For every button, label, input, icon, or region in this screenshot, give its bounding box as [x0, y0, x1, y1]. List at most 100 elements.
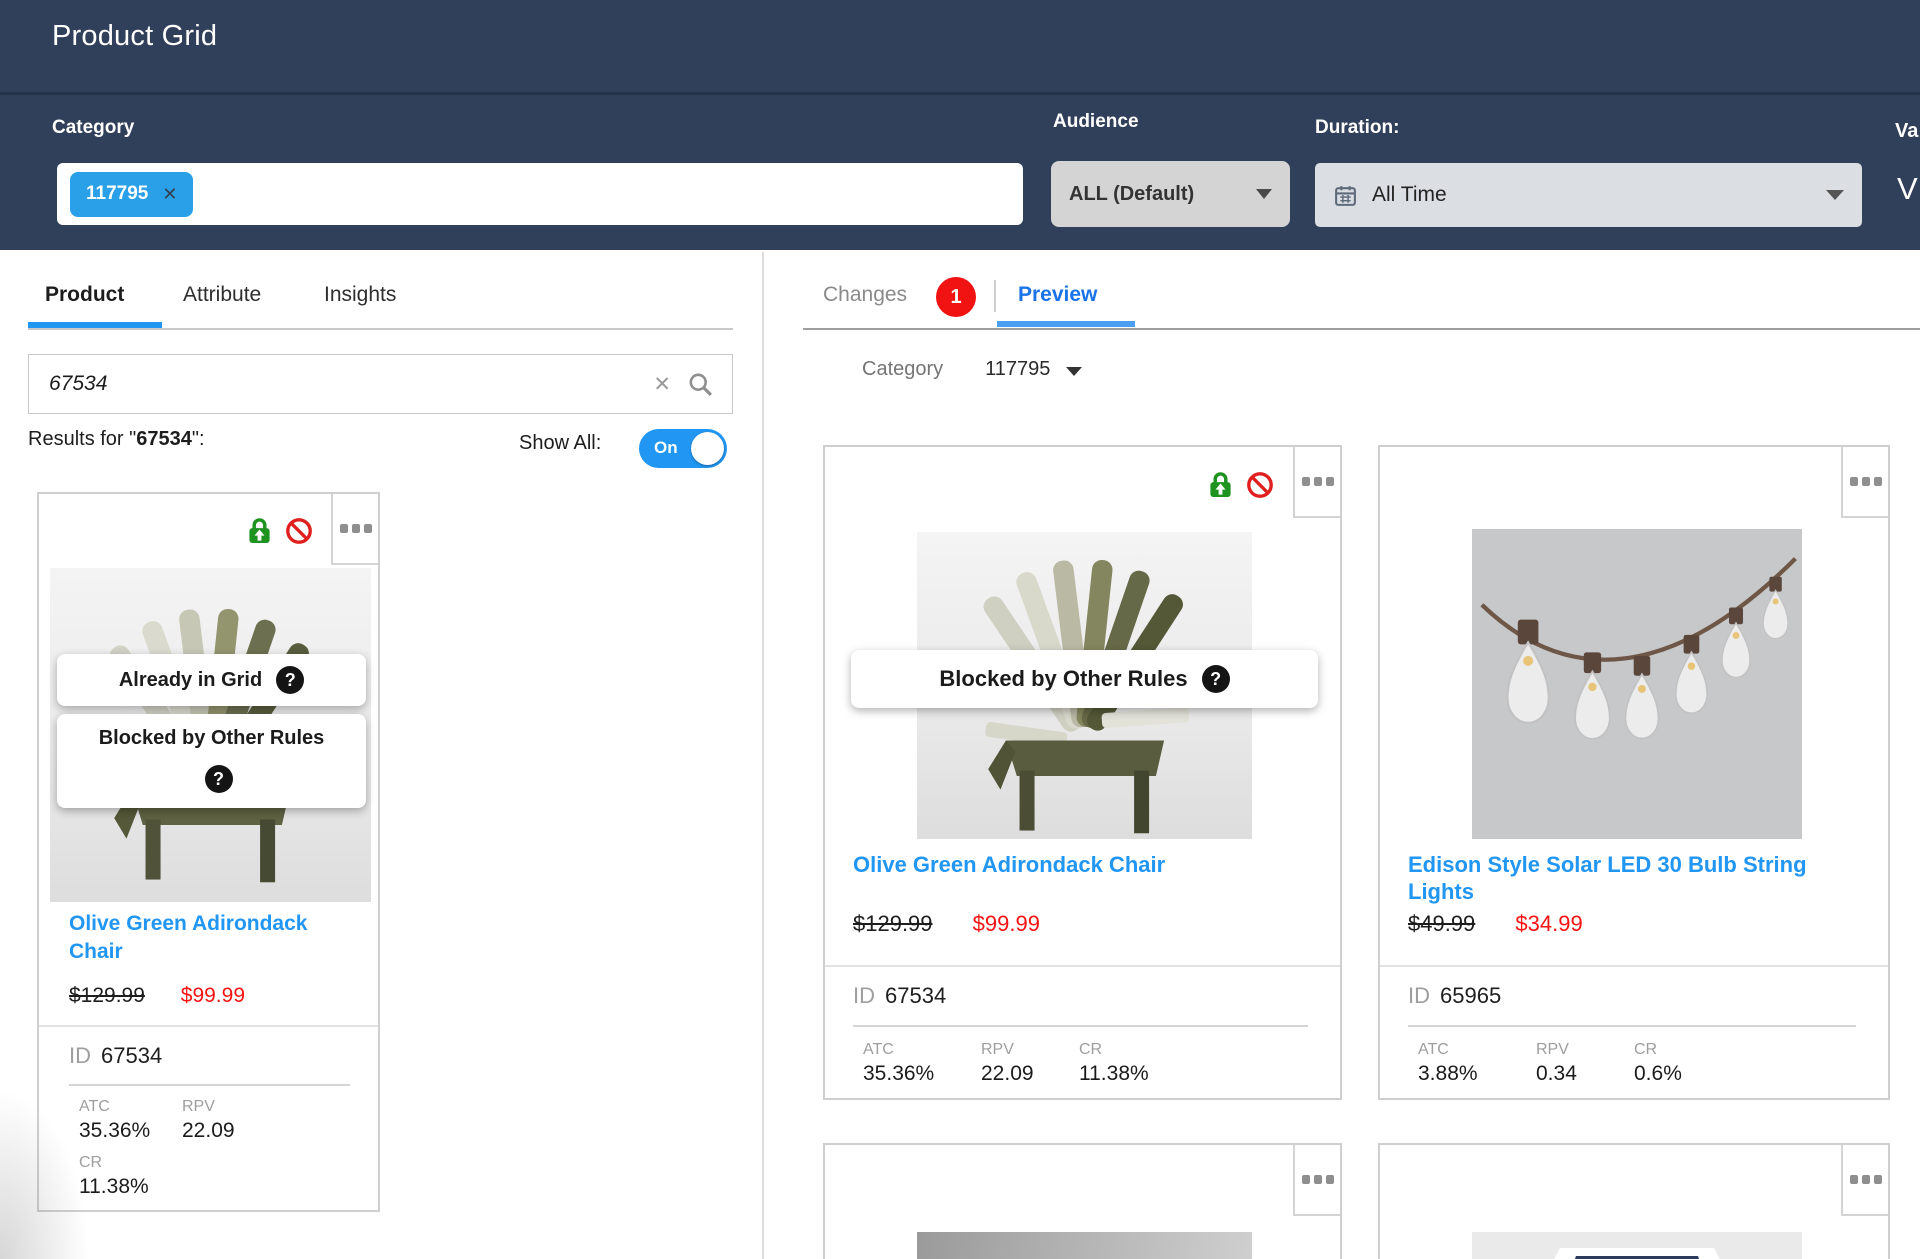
id-label: ID — [69, 1043, 91, 1068]
tab-changes[interactable]: Changes — [823, 283, 908, 306]
preview-category-value: 117795 — [985, 358, 1051, 380]
category-filter-label: Category — [52, 117, 135, 138]
card-menu-button[interactable] — [331, 494, 378, 565]
product-id-row: ID 67534 — [853, 983, 946, 1009]
stat-label: RPV — [981, 1041, 1014, 1058]
card-menu-button[interactable] — [1841, 1145, 1888, 1216]
stat-rpv: RPV 0.34 — [1536, 1041, 1577, 1086]
locked-icon[interactable] — [1208, 470, 1233, 499]
search-icon[interactable] — [687, 371, 714, 398]
stat-label: ATC — [863, 1041, 894, 1058]
audience-select[interactable]: ALL (Default) — [1051, 161, 1290, 227]
product-title-link[interactable]: Olive Green Adirondack Chair — [69, 912, 308, 963]
preview-card-partial — [823, 1143, 1342, 1259]
product-title-link[interactable]: Edison Style Solar LED 30 Bulb String Li… — [1408, 852, 1807, 904]
divider — [39, 1025, 378, 1027]
blocked-icon[interactable] — [285, 517, 313, 545]
ellipsis-icon — [1301, 1175, 1334, 1184]
results-prefix: Results for " — [28, 428, 137, 450]
product-search-box: ✕ — [28, 354, 733, 414]
ellipsis-icon — [1849, 477, 1882, 486]
results-query: 67534 — [136, 428, 192, 450]
help-icon[interactable]: ? — [276, 666, 305, 694]
tab-insights[interactable]: Insights — [324, 283, 397, 306]
product-image — [917, 1232, 1252, 1259]
stat-label: ATC — [79, 1098, 110, 1115]
card-status-icons — [247, 516, 313, 545]
audience-value: ALL (Default) — [1069, 182, 1195, 205]
card-menu-button[interactable] — [1293, 447, 1340, 518]
already-in-grid-overlay: Already in Grid ? — [57, 654, 366, 706]
results-suffix: ": — [191, 428, 205, 450]
card-menu-button[interactable] — [1841, 447, 1888, 518]
overlay-text: Blocked by Other Rules — [939, 666, 1188, 691]
filter-bar: Category 117795 ✕ Audience ALL (Default)… — [0, 95, 1920, 250]
chevron-down-icon — [1066, 367, 1083, 376]
stat-atc: ATC 35.36% — [79, 1098, 150, 1143]
stat-label: ATC — [1418, 1041, 1449, 1058]
right-tabs-underline — [803, 328, 1920, 330]
bulb — [1506, 576, 1789, 740]
search-result-card: Already in Grid ? Blocked by Other Rules… — [37, 492, 380, 1212]
duration-select[interactable]: All Time — [1315, 163, 1862, 227]
card-status-icons — [1208, 470, 1274, 499]
show-all-label: Show All: — [519, 432, 602, 454]
remove-category-icon[interactable]: ✕ — [162, 183, 178, 204]
tab-attribute[interactable]: Attribute — [183, 283, 262, 306]
stat-cr: CR 11.38% — [1079, 1041, 1149, 1086]
stat-cr: CR 11.38% — [79, 1154, 149, 1199]
help-icon[interactable]: ? — [1201, 665, 1230, 693]
truncated-right-label: Va — [1895, 120, 1919, 142]
stat-atc: ATC 35.36% — [863, 1041, 934, 1086]
clear-search-icon[interactable]: ✕ — [653, 372, 671, 396]
overlay-text: Blocked by Other Rules — [98, 727, 325, 749]
tab-preview[interactable]: Preview — [1018, 283, 1098, 306]
locked-icon[interactable] — [247, 516, 272, 545]
stat-atc: ATC 3.88% — [1418, 1041, 1478, 1086]
tab-product[interactable]: Product — [45, 283, 125, 306]
show-all-toggle[interactable]: On — [639, 429, 727, 468]
stat-rpv: RPV 22.09 — [981, 1041, 1034, 1086]
help-icon[interactable]: ? — [204, 764, 233, 793]
string-lights-image — [1480, 557, 1797, 740]
stat-label: CR — [1634, 1041, 1658, 1058]
preview-card-partial — [1378, 1143, 1890, 1259]
preview-card: Edison Style Solar LED 30 Bulb String Li… — [1378, 445, 1890, 1100]
original-price: $129.99 — [69, 984, 145, 1007]
duration-value: All Time — [1372, 183, 1447, 206]
product-id-row: ID 67534 — [69, 1043, 162, 1069]
category-tag-value: 117795 — [86, 183, 149, 204]
product-title-link[interactable]: Olive Green Adirondack Chair — [853, 852, 1166, 877]
preview-category-dropdown[interactable]: Category 117795 — [862, 358, 1083, 381]
divider — [69, 1084, 350, 1086]
divider — [825, 965, 1340, 967]
stat-value: 3.88% — [1418, 1062, 1478, 1085]
product-image — [1472, 1232, 1802, 1259]
ellipsis-icon — [1301, 477, 1334, 486]
stat-rpv: RPV 22.09 — [182, 1098, 235, 1143]
stat-value: 11.38% — [79, 1175, 149, 1198]
category-tag[interactable]: 117795 ✕ — [70, 171, 194, 217]
search-input[interactable] — [29, 371, 654, 397]
stat-value: 35.36% — [863, 1062, 935, 1085]
blocked-icon[interactable] — [1246, 471, 1274, 499]
category-filter-input[interactable]: 117795 ✕ — [57, 163, 1023, 225]
overlay-text: Already in Grid — [118, 668, 263, 691]
id-label: ID — [853, 983, 875, 1008]
panel-divider — [762, 252, 764, 1259]
price-row: $49.99 $34.99 — [1408, 911, 1583, 937]
toggle-knob[interactable] — [691, 432, 724, 465]
stat-value: 0.34 — [1536, 1062, 1577, 1085]
card-menu-button[interactable] — [1293, 1145, 1340, 1216]
ellipsis-icon — [339, 524, 372, 533]
changes-count-badge: 1 — [936, 277, 976, 317]
stat-label: RPV — [182, 1098, 215, 1115]
divider — [1380, 965, 1888, 967]
id-value: 67534 — [885, 983, 947, 1008]
divider — [1408, 1025, 1856, 1027]
stat-label: CR — [79, 1154, 103, 1171]
left-tabs-underline — [28, 328, 733, 330]
stat-value: 11.38% — [1079, 1062, 1149, 1085]
sale-price: $34.99 — [1515, 911, 1583, 936]
truncated-right-value: V — [1897, 171, 1918, 206]
